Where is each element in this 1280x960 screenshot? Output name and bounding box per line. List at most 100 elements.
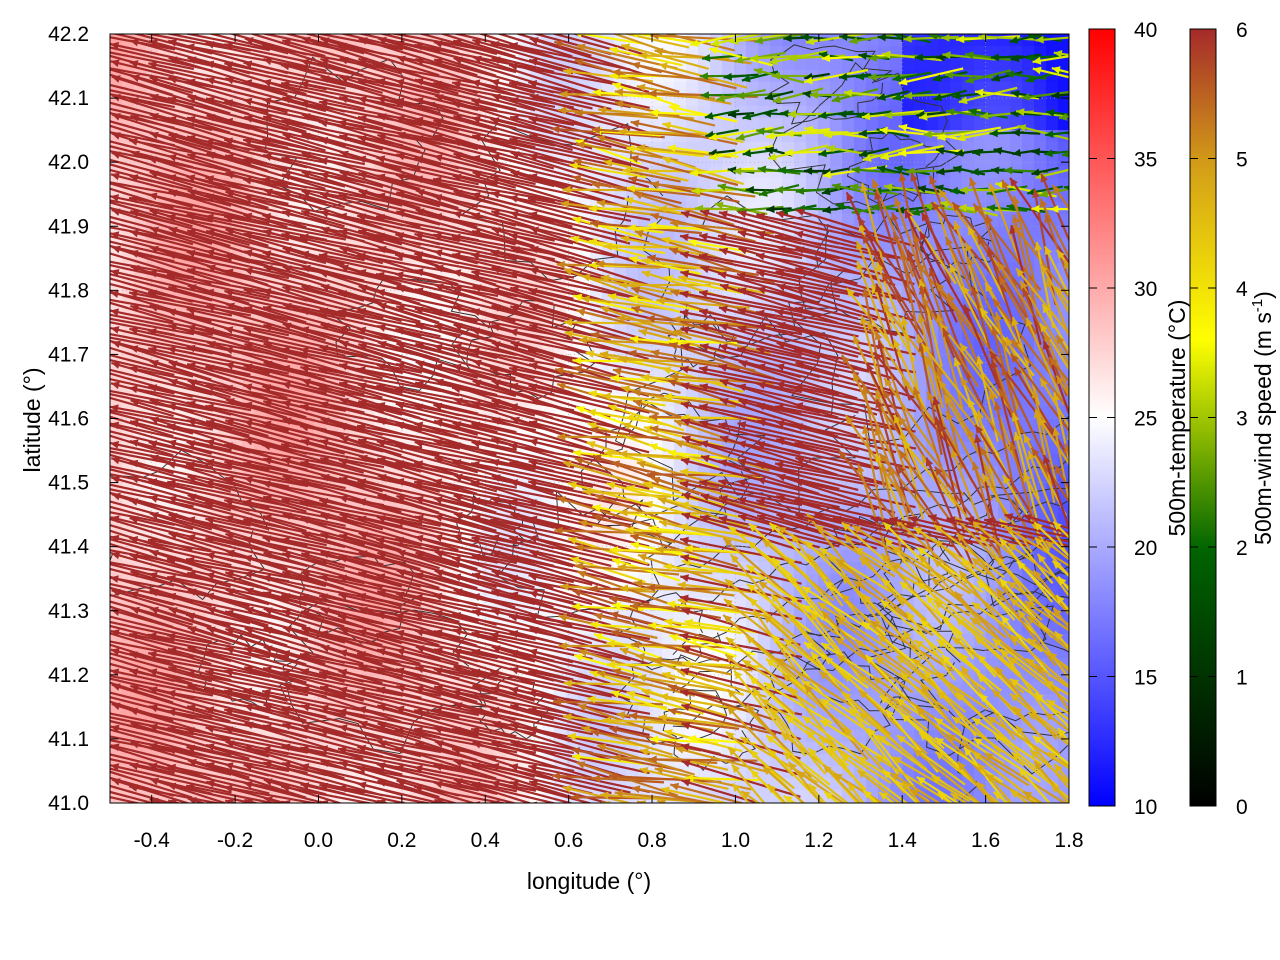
heatmap-cell — [746, 802, 759, 803]
heatmap-cell — [830, 82, 843, 95]
heatmap-cell — [374, 802, 387, 803]
heatmap-cell — [338, 802, 351, 803]
heatmap-cell — [194, 802, 207, 803]
heatmap-cell — [278, 802, 291, 803]
heatmap-cell — [974, 58, 987, 71]
heatmap-cell — [722, 802, 735, 803]
heatmap-cell — [398, 802, 411, 803]
heatmap-cell — [950, 118, 963, 131]
heatmap-cell — [974, 802, 987, 803]
heatmap-cell — [950, 802, 963, 803]
heatmap-cell — [986, 154, 999, 167]
heatmap-cell — [758, 154, 771, 167]
heatmap-cell — [974, 118, 987, 131]
heatmap-cell — [170, 802, 183, 803]
heatmap-cell — [794, 178, 807, 191]
heatmap-cell — [902, 154, 915, 167]
heatmap-cell — [1010, 802, 1023, 803]
heatmap-cell — [614, 802, 627, 803]
heatmap-cell — [626, 262, 639, 275]
heatmap-cell — [794, 802, 807, 803]
heatmap-cell — [986, 34, 999, 47]
heatmap-cell — [734, 802, 747, 803]
heatmap-cell — [962, 82, 975, 95]
heatmap-cell — [830, 802, 843, 803]
heatmap-cell — [434, 802, 447, 803]
heatmap-cell — [458, 802, 471, 803]
heatmap-cell — [890, 802, 903, 803]
heatmap-cell — [758, 802, 771, 803]
heatmap-cell — [902, 802, 915, 803]
heatmap-cell — [602, 802, 615, 803]
heatmap-cell — [266, 802, 279, 803]
heatmap-cell — [122, 802, 135, 803]
heatmap-cell — [866, 118, 879, 131]
heatmap-cell — [470, 802, 483, 803]
heatmap-cell — [110, 802, 123, 803]
heatmap-cell — [518, 802, 531, 803]
heatmap-cell — [230, 802, 243, 803]
heatmap-cell — [566, 802, 579, 803]
heatmap-cell — [350, 802, 363, 803]
heatmap-cell — [686, 802, 699, 803]
heatmap-cell — [302, 802, 315, 803]
heatmap-cell — [974, 154, 987, 167]
heatmap-cell — [962, 58, 975, 71]
heatmap-cell — [1022, 154, 1035, 167]
heatmap-cell — [158, 802, 171, 803]
heatmap-cell — [938, 82, 951, 95]
heatmap-cell — [806, 802, 819, 803]
heatmap-cell — [758, 82, 771, 95]
heatmap-cell — [890, 118, 903, 131]
heatmap-cell — [938, 802, 951, 803]
heatmap-cell — [674, 802, 687, 803]
heatmap-cell — [926, 802, 939, 803]
heatmap-cell — [698, 802, 711, 803]
heatmap-cell — [506, 802, 519, 803]
heatmap-cell — [1022, 82, 1035, 95]
heatmap-cell — [146, 802, 159, 803]
heatmap-cell — [878, 802, 891, 803]
heatmap-cell — [926, 118, 939, 131]
heatmap-cell — [710, 802, 723, 803]
heatmap-cell — [182, 802, 195, 803]
heatmap-cell — [662, 802, 675, 803]
heatmap-cell — [806, 154, 819, 167]
heatmap-cell — [554, 802, 567, 803]
heatmap-cell — [806, 58, 819, 71]
heatmap-cell — [866, 802, 879, 803]
heatmap-cell — [986, 802, 999, 803]
heatmap-cell — [410, 802, 423, 803]
heatmap-cell — [422, 802, 435, 803]
heatmap-cell — [362, 802, 375, 803]
heatmap-cell — [758, 178, 771, 191]
heatmap-cell — [734, 118, 747, 131]
heatmap-cell — [962, 154, 975, 167]
heatmap-cell — [914, 802, 927, 803]
heatmap-cell — [902, 58, 915, 71]
heatmap-cell — [842, 154, 855, 167]
heatmap-cell — [242, 802, 255, 803]
heatmap-cell — [494, 802, 507, 803]
heatmap-cell — [254, 802, 267, 803]
heatmap-cell — [782, 190, 795, 203]
heatmap-cell — [830, 154, 843, 167]
heatmap-cell — [134, 802, 147, 803]
heatmap-cell — [326, 802, 339, 803]
heatmap-cell — [806, 178, 819, 191]
heatmap-cell — [830, 118, 843, 131]
heatmap-cell — [818, 802, 831, 803]
heatmap-cell — [446, 802, 459, 803]
heatmap-cell — [686, 82, 699, 95]
heatmap-cell — [206, 802, 219, 803]
heatmap-cell — [830, 58, 843, 71]
heatmap-cell — [386, 802, 399, 803]
heatmap-cell — [218, 802, 231, 803]
heatmap-cell — [482, 802, 495, 803]
heatmap-cell — [914, 154, 927, 167]
heatmap-cell — [578, 802, 591, 803]
heatmap-cell — [770, 802, 783, 803]
heatmap-cell — [998, 154, 1011, 167]
heatmap-cell — [998, 802, 1011, 803]
